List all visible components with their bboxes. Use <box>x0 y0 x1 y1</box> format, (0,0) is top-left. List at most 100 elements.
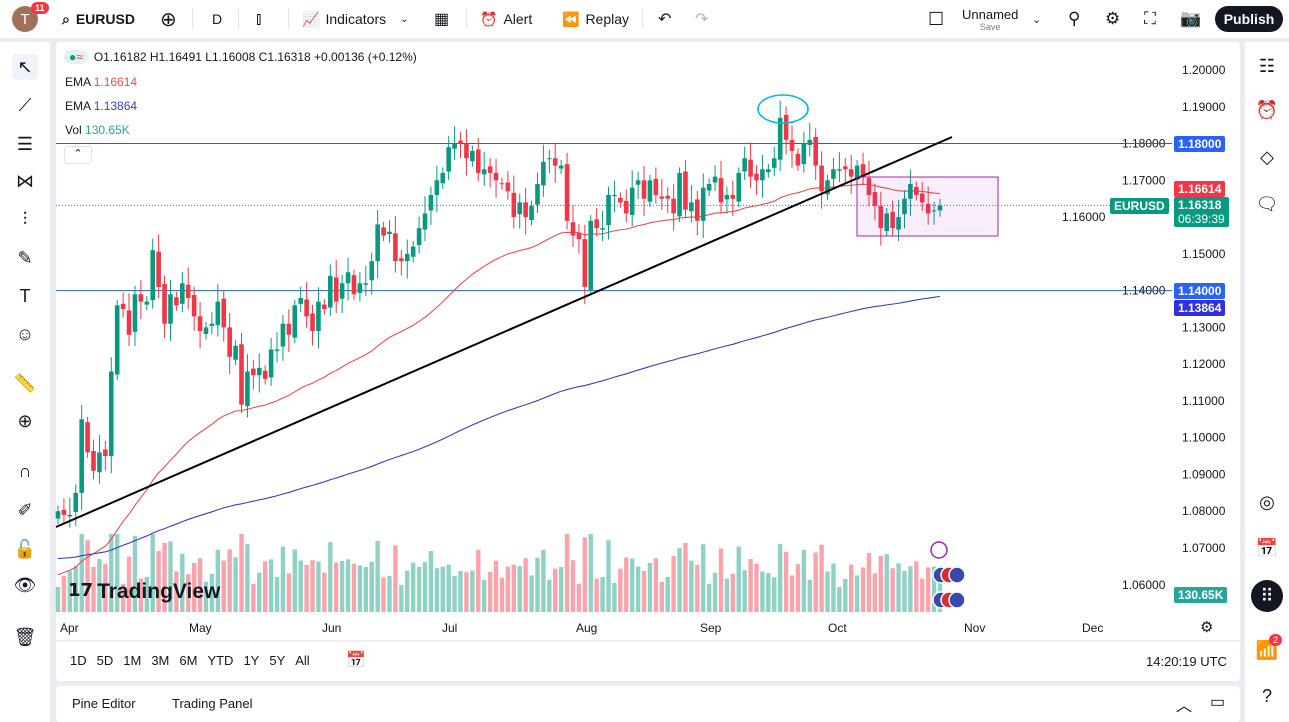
publish-button[interactable]: Publish <box>1215 6 1283 32</box>
bottom-panel: Pine Editor Trading Panel ︿ ▭ <box>56 686 1240 722</box>
redo-button[interactable]: ↷ <box>695 0 708 38</box>
settings-button[interactable]: ⚙ <box>1105 0 1120 38</box>
volume-bar <box>914 561 919 612</box>
pattern-tool[interactable]: ⋈ <box>12 168 38 194</box>
symbol-search[interactable]: ⌕ EURUSD <box>62 10 135 28</box>
volume-legend[interactable]: Vol 130.65K <box>65 123 130 137</box>
candle-body <box>85 422 90 453</box>
replay-button[interactable]: ⏪ Replay <box>562 10 630 28</box>
tab-pine-editor[interactable]: Pine Editor <box>72 696 136 711</box>
timeframe-5y[interactable]: 5Y <box>269 653 286 668</box>
fullscreen-button[interactable]: ⛶ <box>1144 0 1156 38</box>
calendar-button[interactable]: 📅 <box>1255 536 1279 560</box>
candle <box>689 185 694 223</box>
volume-bar <box>339 561 345 612</box>
streams-badge: 2 <box>1269 634 1283 646</box>
layers-button[interactable]: ◇ <box>1255 145 1279 169</box>
candle <box>399 249 404 276</box>
timeframe-1d[interactable]: 1D <box>70 653 87 668</box>
ema-slow-legend[interactable]: EMA 1.13864 <box>65 99 138 113</box>
layout-menu-chevron[interactable]: ⌄ <box>1032 0 1041 38</box>
volume-bar <box>233 557 238 612</box>
undo-button[interactable]: ↶ <box>658 0 671 38</box>
trendline-tool[interactable]: ⟋ <box>12 92 38 118</box>
candle-body <box>221 298 227 328</box>
layout-name-button[interactable]: Unnamed Save <box>962 6 1019 32</box>
ema-fast-legend[interactable]: EMA 1.16614 <box>65 75 138 89</box>
candle-body <box>422 213 428 230</box>
chat-button[interactable]: 🗨 <box>1255 192 1279 216</box>
lock-drawing-tool[interactable]: ✐ <box>12 497 38 523</box>
volume-bar <box>665 577 670 612</box>
hide-tool[interactable]: 👁 <box>12 572 38 598</box>
timeframe-1m[interactable]: 1M <box>123 653 142 668</box>
chat-icon: 🗨 <box>1255 193 1279 214</box>
volume-bar <box>67 571 73 612</box>
volume-bar <box>866 553 872 612</box>
zoom-tool[interactable]: ⊕ <box>12 408 38 434</box>
collapse-legend-button[interactable]: ⌃ <box>64 146 92 164</box>
remove-tool[interactable]: 🗑 <box>12 624 38 650</box>
volume-bar <box>529 575 534 612</box>
interval-button[interactable]: D <box>212 11 223 27</box>
quick-search-button[interactable]: ⚲ <box>1068 0 1080 38</box>
indicators-button[interactable]: 📈 Indicators ⌄ <box>302 10 409 28</box>
timeframe-6m[interactable]: 6M <box>179 653 198 668</box>
fib-tool[interactable]: ☰ <box>12 131 38 157</box>
snapshot-button[interactable]: 📷 <box>1180 0 1201 38</box>
alerts-button[interactable]: ⏰ <box>1255 98 1279 122</box>
candle-body <box>67 514 73 517</box>
candle <box>215 284 221 337</box>
volume-bar <box>221 560 226 612</box>
candle-body <box>558 165 564 169</box>
timeframe-ytd[interactable]: YTD <box>207 653 234 668</box>
timeframe-3m[interactable]: 3M <box>151 653 170 668</box>
brush-tool[interactable]: ✎ <box>12 245 38 271</box>
date-range-button[interactable]: 📅 <box>346 650 366 670</box>
time-axis-settings[interactable]: ⚙ <box>1200 618 1213 636</box>
magnet-tool[interactable]: ∩ <box>12 458 38 484</box>
target-button[interactable]: ◎ <box>1255 490 1279 514</box>
expand-panel-button[interactable]: ︿ <box>1176 692 1192 716</box>
tv-logo-icon: 𝟭𝟳 <box>68 580 94 600</box>
text-tool[interactable]: T <box>12 283 38 309</box>
lock-all-tool[interactable]: 🔓 <box>12 536 38 562</box>
volume-bar <box>215 549 221 612</box>
apps-button[interactable]: ⠿ <box>1251 580 1283 612</box>
compare-symbol-button[interactable]: ⊕ <box>160 0 177 38</box>
candle-body <box>239 344 244 405</box>
tab-trading-panel[interactable]: Trading Panel <box>172 696 253 711</box>
candle-body <box>416 228 422 246</box>
watchlist-button[interactable]: ☷ <box>1255 54 1279 78</box>
clock[interactable]: 14:20:19 UTC <box>1146 654 1227 669</box>
candle <box>677 167 682 222</box>
volume-bar <box>766 573 771 612</box>
timeframe-5d[interactable]: 5D <box>96 653 114 668</box>
candle-body <box>564 164 570 221</box>
volume-bar <box>197 558 203 612</box>
volume-bar <box>689 560 694 612</box>
candle-body <box>813 136 818 166</box>
candle <box>718 160 724 214</box>
x-tick-label: Dec <box>1082 621 1103 635</box>
maximize-panel-button[interactable]: ▭ <box>1210 692 1225 712</box>
timeframe-1y[interactable]: 1Y <box>243 653 260 668</box>
layout-checkbox[interactable]: ☐ <box>928 0 944 38</box>
candle-body <box>937 205 943 211</box>
candle-body <box>458 140 463 144</box>
candle <box>896 199 901 241</box>
templates-button[interactable]: ▦ <box>434 0 449 38</box>
cursor-tool[interactable]: ↖ <box>12 54 38 80</box>
y-tick-label: 1.16000 <box>1062 210 1106 224</box>
candle <box>600 210 605 241</box>
measure-tool[interactable]: 📏 <box>12 370 38 396</box>
tradingview-logo[interactable]: 𝟭𝟳 TradingView <box>68 580 221 603</box>
chart-type-button[interactable]: ⫾ <box>256 0 261 38</box>
emoji-tool[interactable]: ☺ <box>12 321 38 347</box>
help-button[interactable]: ? <box>1255 684 1279 708</box>
alert-button[interactable]: ⏰ Alert <box>480 10 533 28</box>
forecast-tool[interactable]: ⫶ <box>12 206 38 232</box>
candle-body <box>108 371 114 457</box>
timeframe-all[interactable]: All <box>295 653 310 668</box>
